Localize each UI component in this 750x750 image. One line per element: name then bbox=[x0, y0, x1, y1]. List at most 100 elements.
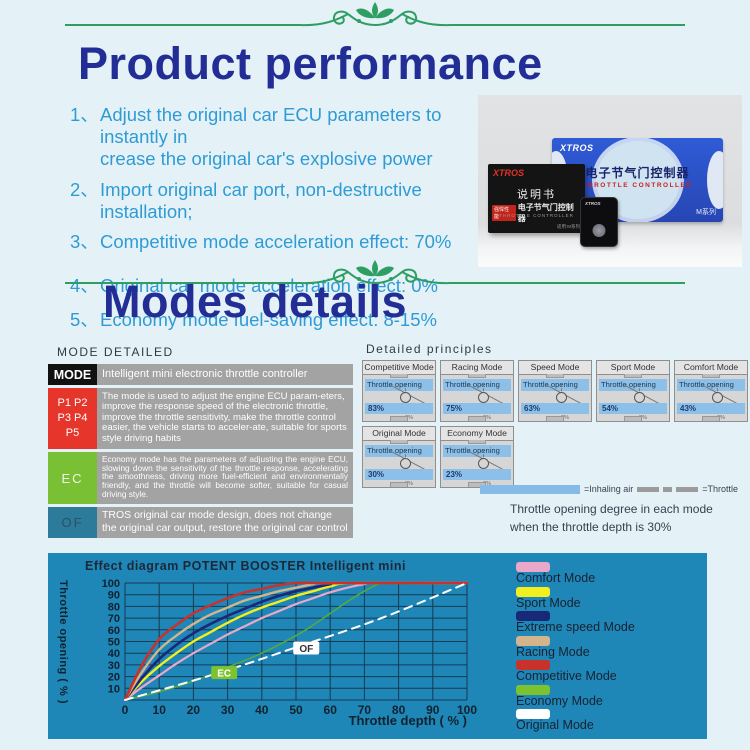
chart-x-axis-label: Throttle depth ( % ) bbox=[348, 713, 467, 728]
air-flow-band: 23% bbox=[443, 469, 511, 480]
legend-label: Extreme speed Mode bbox=[516, 620, 635, 634]
card-mode-name: Economy Mode bbox=[441, 427, 513, 441]
svg-text:70: 70 bbox=[358, 703, 372, 717]
svg-text:100: 100 bbox=[102, 578, 120, 590]
legend-swatch bbox=[516, 684, 550, 695]
performance-item: 3、 Competitive mode acceleration effect: … bbox=[70, 231, 482, 253]
throttle-valve-icon bbox=[478, 458, 489, 469]
duct-notch bbox=[546, 416, 564, 421]
legend-swatch bbox=[516, 562, 550, 572]
duct-notch bbox=[624, 416, 642, 421]
modes-title: Modes details bbox=[103, 276, 408, 327]
performance-feature-list: 1、 Adjust the original car ECU parameters… bbox=[70, 104, 482, 331]
legend-swatch bbox=[516, 586, 550, 597]
item-text: Adjust the original car ECU parameters t… bbox=[100, 104, 442, 169]
manual-title: 说明书 bbox=[517, 189, 556, 201]
performance-item: 4、 Original car mode acceleration effect:… bbox=[70, 275, 482, 297]
throttle-opening-band: Throttle opening bbox=[521, 379, 589, 391]
flourish-divider-icon bbox=[65, 260, 685, 285]
card-mode-name: Competitive Mode bbox=[363, 361, 435, 375]
svg-text:100: 100 bbox=[457, 703, 477, 717]
series-original-mode bbox=[124, 582, 468, 701]
valve-note: 2% bbox=[639, 415, 647, 421]
principle-card: Competitive Mode Throttle opening 83% 2% bbox=[362, 360, 436, 422]
mode-detailed-label: MODE DETAILED bbox=[57, 345, 174, 359]
air-flow-band: 83% bbox=[365, 403, 433, 414]
card-opening-percent: 54% bbox=[602, 404, 619, 413]
duct-notch bbox=[390, 482, 408, 487]
card-mode-name: Comfort Mode bbox=[675, 361, 747, 375]
svg-text:60: 60 bbox=[324, 703, 338, 717]
device-button bbox=[592, 224, 606, 237]
throttle-dash-icon bbox=[676, 486, 699, 492]
mode-table-row: MODE Intelligent mini electronic throttle… bbox=[48, 364, 353, 385]
svg-text:30: 30 bbox=[108, 660, 120, 672]
valve-note: 2% bbox=[405, 415, 413, 421]
valve-note: 2% bbox=[483, 415, 491, 421]
throttle-opening-band: Throttle opening bbox=[599, 379, 667, 391]
legend-label: Racing Mode bbox=[516, 644, 590, 659]
mode-key-cell: MODE bbox=[48, 364, 97, 385]
manual-title-en: THROTTLE CONTROLLER bbox=[499, 213, 574, 218]
svg-text:40: 40 bbox=[108, 648, 120, 660]
inhaling-air-swatch bbox=[480, 484, 580, 494]
box-title-cn: 电子节气门控制器 bbox=[585, 166, 690, 180]
box-right-band bbox=[707, 151, 723, 209]
box-series: M系列 bbox=[696, 209, 716, 216]
svg-text:30: 30 bbox=[221, 703, 235, 717]
svg-text:80: 80 bbox=[392, 703, 406, 717]
chart-title: Effect diagram POTENT BOOSTER Intelligen… bbox=[85, 559, 406, 573]
svg-text:20: 20 bbox=[187, 703, 201, 717]
svg-text:90: 90 bbox=[426, 703, 440, 717]
caption-line1: Throttle opening degree in each mode bbox=[510, 502, 713, 516]
valve-note: 2% bbox=[561, 415, 569, 421]
svg-text:60: 60 bbox=[108, 625, 120, 637]
principle-card: Comfort Mode Throttle opening 43% 2% bbox=[674, 360, 748, 422]
throttle-dash-icon bbox=[663, 486, 673, 492]
svg-text:OF: OF bbox=[299, 644, 313, 655]
performance-item: 1、 Adjust the original car ECU parameters… bbox=[70, 104, 482, 170]
manual-title-cn: 电子节气门控制器 bbox=[517, 203, 574, 223]
manual-brand-logo: XTROS bbox=[493, 168, 525, 178]
mode-table-row: P1 P2 P3 P4 P5 The mode is used to adjust… bbox=[48, 388, 353, 449]
item-number: 5、 bbox=[70, 309, 99, 330]
flourish-divider-icon bbox=[65, 2, 685, 27]
mode-key-cell: EC bbox=[48, 452, 97, 504]
throttle-opening-band: Throttle opening bbox=[677, 379, 745, 391]
duct-notch bbox=[390, 440, 408, 444]
svg-text:70: 70 bbox=[108, 613, 120, 625]
throttle-valve-icon bbox=[634, 392, 645, 403]
duct-notch bbox=[546, 374, 564, 378]
box-title-en: THROTTLE CONTROLLER bbox=[582, 182, 693, 189]
svg-text:EC: EC bbox=[217, 669, 231, 680]
effect-diagram-panel: 0 10 20 30 40 50 60 70 80 90 100 10 20 30 40 50 60 70 80 90… bbox=[48, 553, 707, 739]
device-brand-logo: XTROS bbox=[585, 201, 601, 206]
card-opening-percent: 75% bbox=[446, 404, 463, 413]
item-text: Import original car port, non-destructiv… bbox=[100, 179, 422, 222]
item-text: Economy mode fuel-saving effect: 8-15% bbox=[100, 309, 437, 330]
throttle-valve-icon bbox=[556, 392, 567, 403]
principle-card: Sport Mode Throttle opening 54% 2% bbox=[596, 360, 670, 422]
series-sport-mode bbox=[123, 581, 469, 702]
legend-item: Comfort Mode bbox=[516, 562, 635, 586]
card-mode-name: Sport Mode bbox=[597, 361, 669, 375]
legend-item: Competitive Mode bbox=[516, 660, 635, 684]
legend-swatch bbox=[516, 611, 550, 621]
legend-swatch bbox=[516, 709, 550, 719]
duct-notch bbox=[702, 374, 720, 378]
legend-label: Original Mode bbox=[516, 718, 594, 732]
legend-label: Sport Mode bbox=[516, 595, 581, 610]
legend-label: Competitive Mode bbox=[516, 669, 617, 683]
performance-item: 2、 Import original car port, non-destruct… bbox=[70, 179, 482, 223]
svg-text:90: 90 bbox=[108, 590, 120, 602]
item-number: 1、 bbox=[70, 104, 99, 125]
principle-card: Original Mode Throttle opening 30% 2% bbox=[362, 426, 436, 488]
legend-item: Sport Mode bbox=[516, 586, 635, 611]
card-opening-percent: 63% bbox=[524, 404, 541, 413]
throttle-valve-icon bbox=[400, 458, 411, 469]
box-brand-logo: XTROS bbox=[560, 143, 594, 153]
air-flow-band: 63% bbox=[521, 403, 589, 414]
mode-desc-cell: The mode is used to adjust the engine EC… bbox=[97, 388, 353, 449]
mode-desc-cell: Economy mode has the parameters of adjus… bbox=[97, 452, 353, 504]
